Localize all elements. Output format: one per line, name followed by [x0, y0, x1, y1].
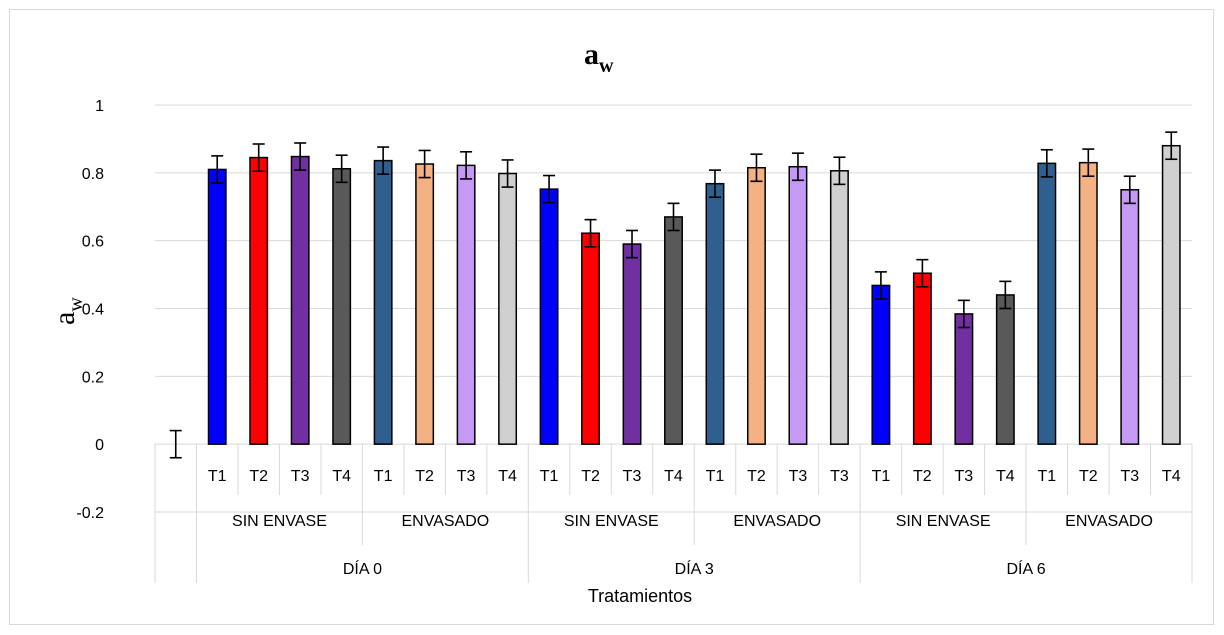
treatment-label: T3	[955, 468, 974, 485]
bar	[539, 188, 559, 445]
y-axis-label-main: a	[48, 312, 81, 325]
y-tick-label: 0.4	[82, 302, 104, 319]
packaging-label: SIN ENVASE	[232, 513, 327, 530]
bar	[581, 232, 601, 445]
treatment-label: T3	[291, 468, 310, 485]
bars	[207, 144, 1181, 445]
treatment-label: T2	[415, 468, 434, 485]
packaging-label: ENVASADO	[1065, 513, 1153, 530]
bar	[664, 216, 683, 445]
treatment-label: T2	[581, 468, 600, 485]
treatment-label: T3	[623, 468, 642, 485]
bar	[1120, 189, 1140, 445]
treatment-label: T2	[913, 468, 932, 485]
packaging-label: ENVASADO	[733, 513, 821, 530]
treatment-label: T1	[706, 468, 725, 485]
treatment-label: T3	[789, 468, 808, 485]
y-tick-label: 0.2	[82, 369, 104, 386]
treatment-label: T3	[830, 468, 849, 485]
day-label: DÍA 0	[343, 559, 382, 578]
bar	[373, 159, 393, 445]
error-bars	[169, 131, 1178, 459]
treatment-label: T1	[208, 468, 227, 485]
bar	[415, 163, 435, 445]
y-tick-label: 1	[95, 98, 104, 115]
bar	[705, 182, 725, 445]
treatment-label: T1	[872, 468, 891, 485]
y-axis-label-subscript: w	[65, 297, 87, 312]
bar	[954, 313, 974, 445]
day-label: DÍA 6	[1007, 559, 1046, 578]
bar	[332, 168, 352, 445]
treatment-label: T4	[1162, 468, 1181, 485]
bar	[746, 166, 766, 445]
bar	[622, 243, 642, 445]
bar	[498, 172, 518, 445]
bar	[1037, 162, 1057, 445]
y-axis-tick-labels: -0.2 0 0.2 0.4 0.6 0.8 1	[76, 98, 104, 522]
packaging-label: SIN ENVASE	[896, 513, 991, 530]
bar	[290, 155, 310, 445]
bar	[871, 284, 891, 445]
treatment-label: T4	[332, 468, 351, 485]
treatment-label: T2	[1079, 468, 1098, 485]
category-axis-lines	[154, 443, 1193, 583]
bar	[207, 168, 227, 445]
chart-title-subscript: w	[599, 55, 614, 77]
y-tick-label: 0.8	[82, 166, 104, 183]
treatment-label: T3	[1120, 468, 1139, 485]
treatment-label: T4	[996, 468, 1015, 485]
treatment-label: T2	[747, 468, 766, 485]
treatment-label: T4	[498, 468, 517, 485]
y-tick-label: -0.2	[76, 505, 104, 522]
packaging-label: SIN ENVASE	[564, 513, 659, 530]
chart-title-main: a	[584, 38, 599, 71]
day-label: DÍA 3	[675, 559, 714, 578]
treatment-label: T1	[540, 468, 559, 485]
treatment-label: T1	[1037, 468, 1056, 485]
x-axis-label: Tratamientos	[588, 586, 692, 606]
y-tick-label: 0	[95, 437, 104, 454]
treatment-label: T3	[457, 468, 476, 485]
gridlines	[155, 104, 1192, 513]
packaging-label: ENVASADO	[401, 513, 489, 530]
bar	[456, 164, 476, 445]
y-tick-label: 0.6	[82, 234, 104, 251]
bar	[829, 170, 849, 445]
chart-title: aw	[584, 38, 614, 77]
bar	[912, 272, 932, 445]
bar	[788, 165, 808, 445]
bar	[1078, 161, 1098, 445]
bar	[995, 294, 1015, 445]
bar	[249, 156, 269, 445]
treatment-label: T4	[664, 468, 683, 485]
category-labels: T1 T2 T3 T4 SIN ENVASE T1 T2 T3 T4 ENVASADO DÍA 0 T…	[208, 468, 1181, 578]
treatment-label: T2	[249, 468, 268, 485]
bar	[1161, 144, 1181, 445]
y-axis-label: aw	[48, 297, 87, 325]
treatment-label: T1	[374, 468, 393, 485]
